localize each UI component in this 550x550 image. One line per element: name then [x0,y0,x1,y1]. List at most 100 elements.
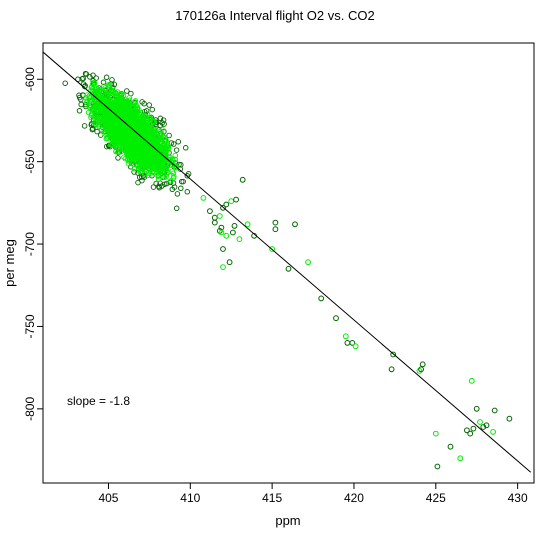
data-point [83,103,89,110]
outlier-point [470,425,477,432]
data-point [113,136,119,142]
y-tick-label: -700 [23,232,37,256]
outlier-point [506,415,513,422]
outlier-point [344,340,351,346]
data-point [91,80,98,87]
data-point [149,106,156,113]
y-tick-label: -650 [23,149,37,173]
data-point [136,163,143,170]
data-point [97,87,103,93]
data-point [122,126,129,132]
data-point [87,74,93,80]
data-point [116,146,122,153]
outlier-point [216,213,223,219]
data-point [139,99,145,105]
outlier-point [236,236,243,243]
data-point [161,158,167,165]
data-points-bright [83,79,180,184]
data-point [123,141,130,148]
data-point [105,98,111,105]
data-point [131,169,137,175]
data-point [84,98,91,104]
data-point [83,71,90,77]
data-point [180,178,186,185]
data-point [132,113,138,119]
regression-line [42,51,532,473]
data-point [157,158,164,165]
data-point [110,87,116,94]
data-point [87,97,93,104]
data-point [174,191,181,197]
data-point [128,109,135,116]
data-point [121,101,127,107]
outlier-point [418,366,425,373]
data-point [172,156,178,163]
data-point [132,153,138,160]
data-point [158,134,164,141]
data-point [94,116,101,122]
data-point [114,119,120,126]
y-axis-label: per meg [2,239,17,287]
data-point [102,118,109,124]
data-point [137,133,143,139]
data-point [115,148,122,155]
data-point [100,79,107,86]
data-point [78,101,84,108]
data-point [153,180,159,187]
data-point [120,138,126,145]
data-point [125,150,132,157]
data-point [139,120,146,127]
outlier-point [447,443,454,450]
data-point [135,144,142,151]
data-point [103,104,109,111]
data-point [111,123,117,130]
data-point [162,147,168,153]
outlier-point [349,340,356,346]
data-point [107,120,113,127]
data-point [127,144,133,151]
x-tick-label: 410 [180,491,200,505]
data-point [121,154,127,160]
data-point [110,133,116,140]
data-point [144,110,150,117]
data-point [146,127,153,134]
data-point [167,154,173,161]
outlier-point [200,195,207,201]
data-point [93,121,99,128]
data-point [113,98,120,104]
outlier-point [292,221,298,228]
data-point [107,126,113,132]
data-point [136,166,143,173]
data-point [108,102,115,109]
data-point [127,152,133,158]
outlier-point [233,196,240,203]
data-point [114,128,120,135]
data-point [166,132,172,139]
data-point [101,128,107,135]
slope-annotation: slope = -1.8 [67,394,130,408]
outlier-point [239,176,246,183]
outlier-point [216,228,223,234]
data-point [150,184,157,190]
data-point [128,137,134,143]
data-point [126,132,133,139]
data-point [109,88,115,94]
outlier-point [480,424,487,430]
data-point [148,165,155,171]
y-axis: -600 -650 -700 -750 -800 [23,67,43,421]
data-point [129,103,136,109]
data-point [159,183,165,189]
data-point [155,138,161,145]
x-tick-label: 430 [508,491,528,505]
data-point [94,128,100,135]
chart-title: 170126a Interval flight O2 vs. CO2 [175,8,374,23]
data-point [147,170,153,176]
data-point [131,165,138,172]
data-point [161,153,168,160]
data-point [88,114,94,121]
data-point [109,108,116,115]
data-point [154,161,161,168]
outlier-point [220,264,226,271]
data-point [122,155,129,162]
outlier-point [223,232,230,239]
